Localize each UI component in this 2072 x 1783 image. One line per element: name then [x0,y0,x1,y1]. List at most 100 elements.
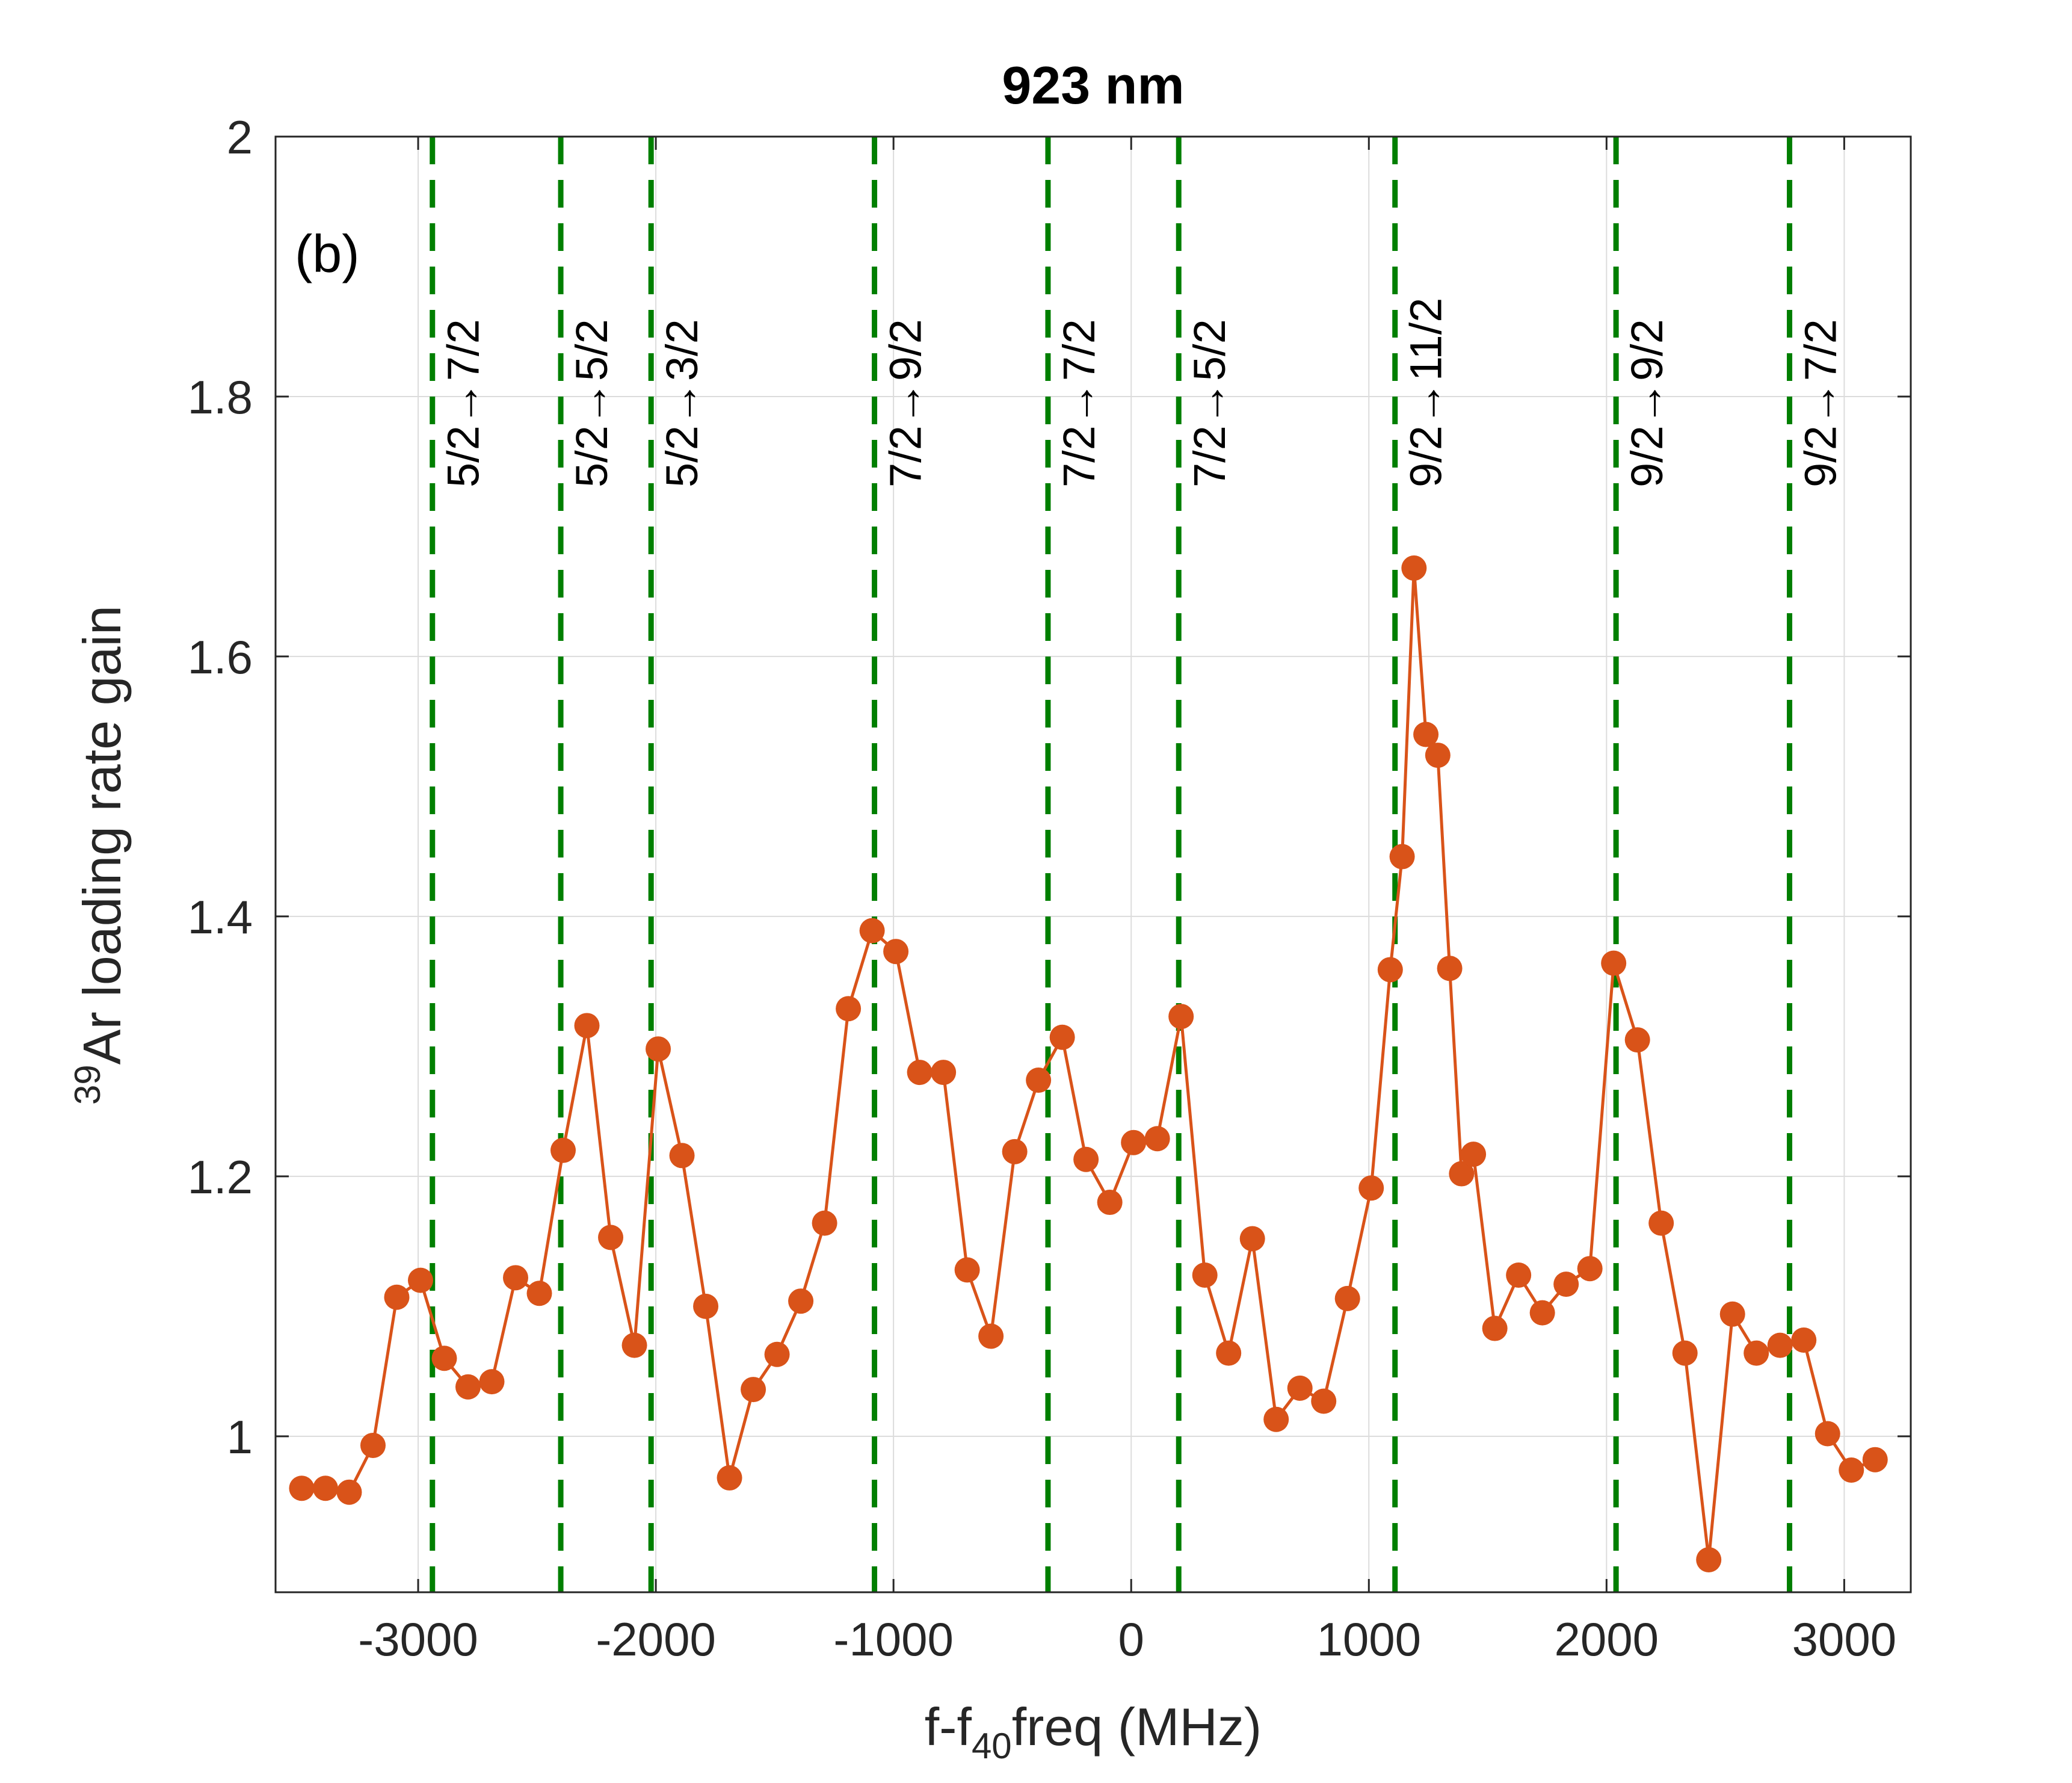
data-point [1216,1340,1242,1366]
data-point [1648,1210,1674,1236]
y-tick-label: 1 [227,1411,253,1463]
transition-label: 9/2→7/2 [1796,319,1846,487]
x-tick-label: 2000 [1555,1613,1659,1666]
data-point [598,1225,624,1250]
chart-title: 923 nm [1002,55,1184,115]
data-point [1311,1388,1337,1414]
y-axis-label-superscript: 39 [67,1065,108,1105]
data-point [1862,1447,1888,1472]
data-point [1144,1126,1170,1152]
data-point [1437,956,1463,981]
y-tick-label: 1.2 [188,1151,253,1204]
transition-label: 5/2→3/2 [657,319,707,487]
x-axis-label-subscript: 40 [972,1726,1012,1766]
x-tick-label: 0 [1118,1613,1144,1666]
y-tick-label: 2 [227,111,253,164]
data-point [693,1293,719,1319]
data-point [741,1377,766,1403]
data-point [1461,1142,1487,1167]
data-point [1358,1175,1384,1201]
data-point [360,1432,386,1458]
data-point [1026,1068,1052,1093]
data-point [431,1346,457,1371]
axis-ticks: -3000 -2000 -1000 0 1000 2000 3000 1 1.2 1.4 1.6 1.… [188,111,1911,1666]
data-point [1425,743,1451,768]
x-tick-label: 1000 [1317,1613,1422,1666]
data-point [526,1281,552,1306]
data-point [1767,1332,1793,1358]
data-point [1529,1300,1555,1326]
data-point [1624,1027,1650,1053]
grid-lines [276,136,1911,1592]
x-tick-label: -1000 [833,1613,954,1666]
x-axis-label-prefix: f-f [925,1697,972,1757]
transition-label: 7/2→7/2 [1054,319,1104,487]
data-point [503,1265,529,1291]
transition-label: 7/2→9/2 [881,319,931,487]
data-point [1744,1340,1769,1366]
data-point [1121,1129,1147,1155]
x-tick-label: -3000 [358,1613,478,1666]
data-point [1482,1315,1508,1341]
data-point [574,1013,600,1039]
data-point [1413,722,1439,747]
data-point [1239,1226,1265,1252]
transition-label: 9/2→9/2 [1622,319,1672,487]
plot-frame [274,135,1912,1593]
data-point [907,1060,933,1086]
y-tick-label: 1.8 [188,371,253,424]
data-point [1553,1272,1579,1297]
data-point [1049,1024,1075,1050]
data-point [1601,950,1627,976]
data-point [954,1257,980,1283]
data-point [931,1060,957,1086]
data-point [1449,1161,1475,1187]
data-point [1672,1340,1698,1366]
data-point [836,996,862,1022]
data-point [455,1374,481,1400]
data-point [1839,1457,1864,1483]
data-series [289,555,1888,1573]
y-axis-label-main: Ar loading rate gain [72,605,132,1065]
x-axis-label: f-f40freq (MHz) [925,1697,1262,1766]
x-axis-label-suffix: freq (MHz) [1012,1697,1262,1757]
data-point [1073,1146,1099,1172]
data-point [407,1267,433,1293]
data-point [788,1288,814,1314]
data-point [978,1323,1004,1349]
data-point [812,1210,837,1236]
data-point [479,1369,505,1395]
data-point [646,1036,671,1062]
data-point [312,1476,338,1501]
data-point [1791,1327,1817,1353]
data-point [1815,1421,1840,1447]
transition-label: 5/2→7/2 [439,319,489,487]
transition-label: 7/2→5/2 [1185,319,1235,487]
data-point [1506,1262,1532,1288]
data-point [1002,1139,1028,1164]
data-point [1696,1547,1722,1573]
y-tick-label: 1.6 [188,631,253,684]
data-point [384,1284,410,1310]
data-point [669,1143,695,1169]
transition-labels: 5/2→7/2 5/2→5/2 5/2→3/2 7/2→9/2 7/2→7/2 7/2→5… [439,298,1846,487]
data-point [289,1476,315,1501]
transition-label: 5/2→5/2 [567,319,617,487]
x-tick-label: 3000 [1792,1613,1897,1666]
panel-label: (b) [295,224,360,283]
x-tick-label: -2000 [596,1613,716,1666]
data-point [621,1332,647,1358]
data-point [883,939,909,965]
y-tick-label: 1.4 [188,891,253,944]
data-point [1192,1262,1218,1288]
data-point [1577,1256,1603,1282]
data-point [1377,957,1403,983]
data-point [1287,1375,1313,1401]
data-point [764,1341,790,1367]
data-point [1334,1285,1360,1311]
transition-lines [430,137,1793,1592]
transition-label: 9/2→11/2 [1401,298,1451,487]
data-point [717,1465,742,1491]
data-point [1168,1004,1194,1030]
